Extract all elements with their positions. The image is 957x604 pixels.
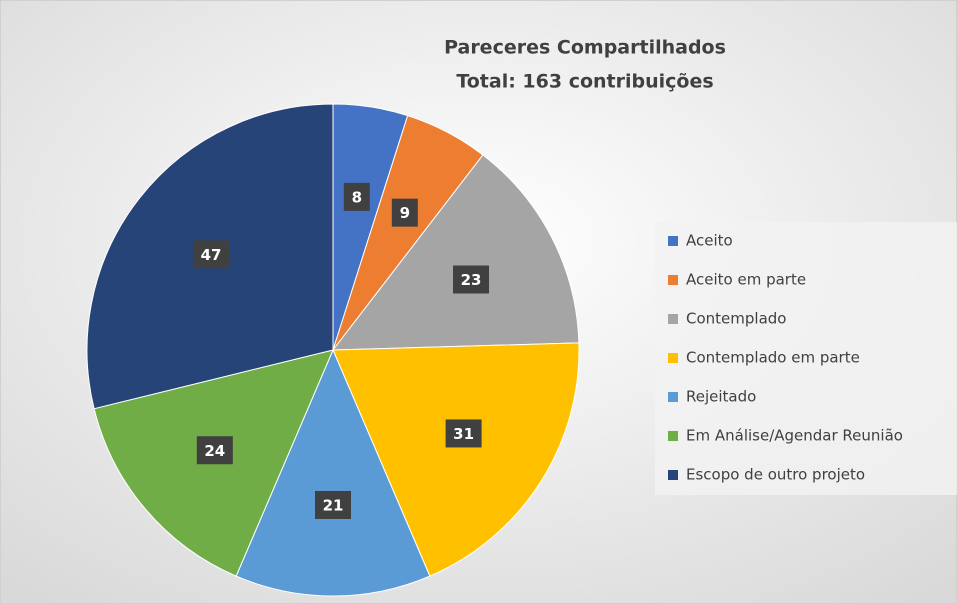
data-label: 47 [201, 246, 222, 264]
data-label: 8 [352, 188, 362, 206]
data-label-box [445, 419, 482, 448]
pie-slice [235, 348, 431, 597]
legend-label: Aceito em parte [686, 271, 806, 289]
legend-swatch [668, 314, 678, 324]
chart-title: Pareceres Compartilhados [444, 37, 726, 59]
legend-label: Contemplado [686, 310, 786, 328]
data-label-box [343, 182, 370, 211]
legend-swatch [668, 392, 678, 402]
data-label: 23 [461, 271, 482, 289]
data-label-box [196, 436, 233, 465]
legend-label: Rejeitado [686, 388, 756, 406]
data-label: 24 [204, 442, 225, 460]
legend-swatch [668, 470, 678, 480]
data-label-box [391, 198, 418, 227]
data-label: 9 [400, 204, 410, 222]
legend-label: Em Análise/Agendar Reunião [686, 427, 903, 445]
data-label-box [193, 240, 230, 269]
legend-swatch [668, 353, 678, 363]
data-label-box [315, 490, 351, 519]
data-label-box [453, 265, 490, 294]
legend-box [655, 222, 957, 495]
data-label: 31 [453, 425, 474, 443]
data-label: 21 [323, 496, 344, 514]
legend-swatch [668, 275, 678, 285]
legend-label: Aceito [686, 232, 733, 250]
pie-slice [332, 342, 580, 577]
legend-swatch [668, 236, 678, 246]
chart-subtitle: Total: 163 contribuições [456, 71, 713, 93]
legend-swatch [668, 431, 678, 441]
legend-label: Contemplado em parte [686, 349, 860, 367]
pie-slice [331, 154, 580, 351]
legend-label: Escopo de outro projeto [686, 466, 865, 484]
